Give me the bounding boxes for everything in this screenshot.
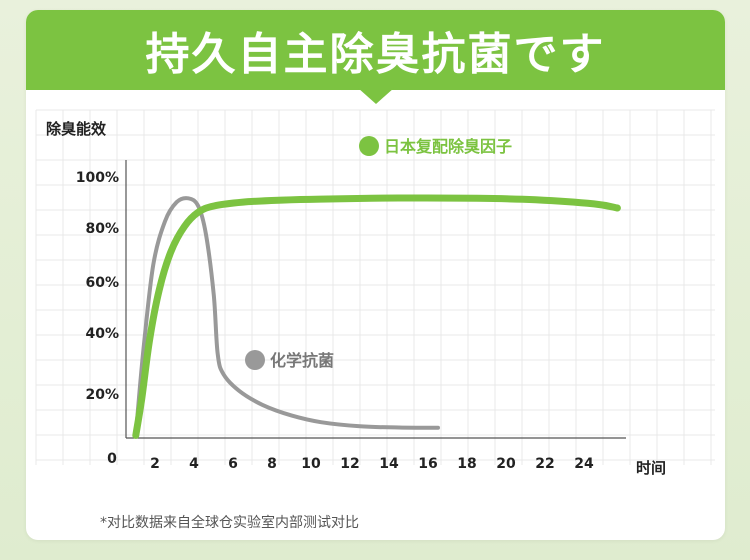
x-tick-label: 0: [107, 451, 117, 467]
x-tick-label: 20: [496, 456, 516, 472]
x-tick-label: 16: [418, 456, 437, 472]
x-tick-label: 14: [379, 456, 399, 472]
x-tick-label: 6: [228, 456, 238, 472]
y-axis-label: 除臭能效: [46, 120, 107, 138]
y-tick-label: 40%: [85, 326, 119, 342]
banner-notch: [358, 88, 394, 104]
x-tick-label: 2: [150, 456, 160, 472]
series-line-green: [132, 194, 621, 439]
legend-label: 化学抗菌: [270, 351, 334, 370]
y-tick-label: 80%: [85, 221, 119, 237]
y-tick-label: 20%: [85, 387, 119, 403]
y-tick-label: 100%: [76, 170, 119, 186]
title-banner: 持久自主除臭抗菌です: [26, 10, 725, 90]
x-tick-label: 10: [301, 456, 321, 472]
footnote: *对比数据来自全球仓实验室内部测试对比: [100, 515, 359, 531]
x-axis-label: 时间: [636, 459, 666, 477]
banner-title: 持久自主除臭抗菌です: [145, 29, 606, 80]
x-tick-label: 12: [340, 456, 359, 472]
x-tick-label: 22: [535, 456, 554, 472]
legend-dot: [245, 350, 265, 370]
x-tick-label: 24: [574, 456, 594, 472]
x-tick-label: 4: [189, 456, 199, 472]
series-line-gray: [133, 196, 440, 438]
y-tick-label: 60%: [85, 275, 119, 291]
x-tick-label: 8: [267, 456, 277, 472]
legend-label: 日本复配除臭因子: [384, 137, 512, 156]
x-tick-label: 18: [457, 456, 476, 472]
legend-dot: [359, 136, 379, 156]
chart-card: 持久自主除臭抗菌です 除臭能效 时间 20% 40% 60% 80% 100% 0 2 4 6 8 10…: [26, 10, 725, 540]
